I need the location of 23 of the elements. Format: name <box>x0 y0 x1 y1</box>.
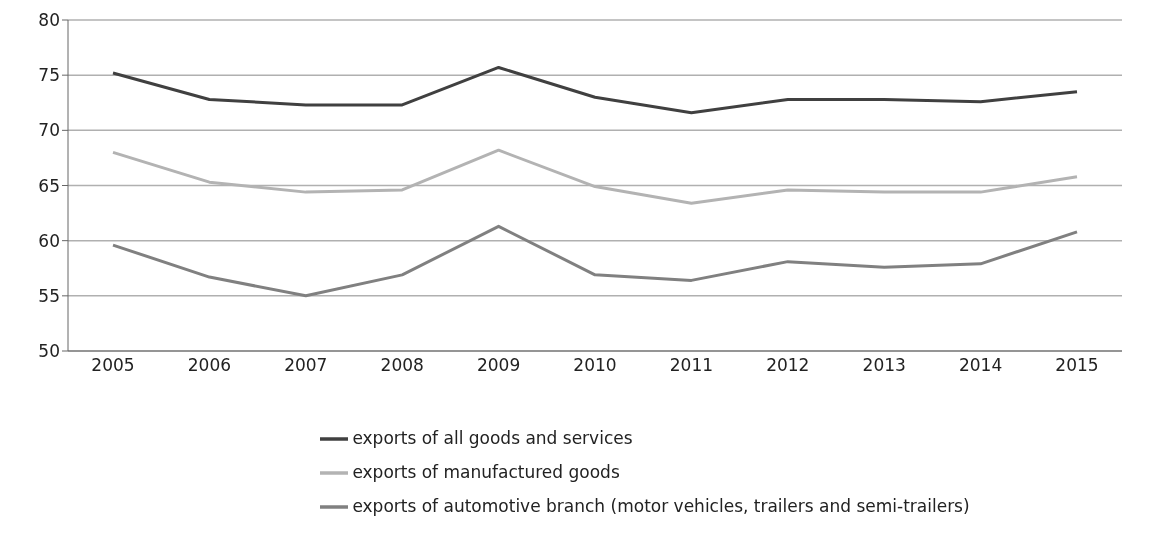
y-tick-label: 50 <box>38 341 60 362</box>
x-tick-label: 2008 <box>380 355 424 376</box>
legend-label: exports of manufactured goods <box>352 462 620 482</box>
x-tick-label: 2011 <box>669 355 714 376</box>
legend-label: exports of all goods and services <box>352 428 633 448</box>
y-tick-label: 70 <box>38 120 60 141</box>
line-series <box>111 224 1079 298</box>
x-tick-label: 2010 <box>573 355 617 376</box>
x-tick-label: 2014 <box>958 355 1003 376</box>
x-tick-label: 2015 <box>1055 355 1099 376</box>
x-tick-label: 2009 <box>476 355 521 376</box>
y-tick-label: 65 <box>38 175 60 196</box>
legend-label: exports of automotive branch (motor vehicles, trailers and semi-trailers) <box>352 496 970 516</box>
y-tick-label: 60 <box>38 230 60 251</box>
y-tick-label: 55 <box>38 285 60 306</box>
y-tick-label: 80 <box>38 10 60 31</box>
line-series <box>111 65 1079 115</box>
x-tick-label: 2006 <box>187 355 232 376</box>
x-tick-label: 2012 <box>766 355 810 376</box>
x-tick-label: 2005 <box>91 355 135 376</box>
x-tick-label: 2013 <box>862 355 906 376</box>
y-tick-label: 75 <box>38 65 60 86</box>
x-tick-label: 2007 <box>284 355 328 376</box>
